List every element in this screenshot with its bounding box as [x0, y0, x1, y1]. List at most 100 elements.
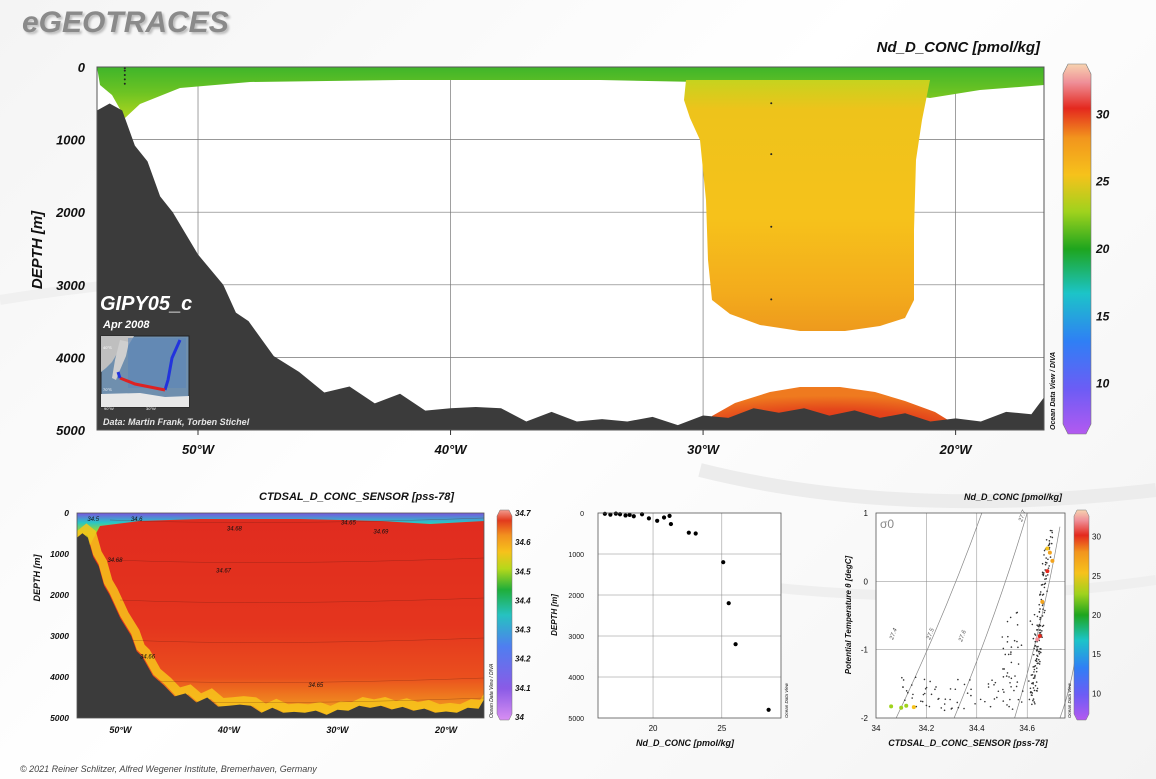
ts-background-point: [1036, 662, 1039, 665]
ts-background-point: [1047, 567, 1050, 569]
main-x-ticks: 50°W 40°W 30°W 20°W: [182, 430, 973, 457]
sal-colorbar-tick-label: 34.7: [515, 509, 531, 518]
sal-colorbar-tick-label: 34.2: [515, 655, 531, 664]
prof-data-point: [602, 511, 607, 516]
ts-background-point: [1013, 689, 1015, 692]
ts-background-point: [1010, 646, 1013, 648]
ts-background-point: [1049, 535, 1052, 538]
ts-background-point: [1042, 593, 1045, 596]
ts-background-point: [1047, 544, 1050, 547]
main-x-tick-label: 50°W: [182, 442, 216, 457]
station-sample-dot: [123, 67, 126, 70]
prof-data-point: [655, 518, 660, 523]
sal-x-tick-label: 50°W: [109, 725, 133, 735]
ts-background-point: [1045, 557, 1047, 559]
main-y-tick-label: 5000: [56, 423, 86, 438]
ts-background-point: [929, 680, 931, 683]
prof-gridlines: [598, 513, 781, 718]
ts-background-point: [963, 683, 966, 686]
ts-background-point: [911, 697, 913, 699]
ts-x-tick-label: 34.6: [1019, 724, 1035, 733]
prof-data-point: [686, 530, 691, 535]
prof-x-tick-label: 20: [649, 724, 658, 733]
ts-background-point: [1010, 651, 1012, 653]
ts-background-point: [1038, 658, 1040, 661]
ts-background-point: [1038, 625, 1040, 627]
ts-colored-point: [1045, 569, 1050, 574]
ts-background-point: [1036, 687, 1039, 690]
ts-background-point: [1041, 615, 1044, 617]
ts-background-point: [1015, 685, 1018, 688]
ts-background-point: [1039, 591, 1042, 593]
ts-colored-point: [899, 705, 904, 710]
prof-data-point: [661, 515, 667, 520]
brand-logo: eGEOTRACES: [22, 6, 229, 39]
ts-background-point: [1039, 660, 1041, 663]
sal-isoline: [114, 557, 484, 563]
ts-y-tick-label: -1: [861, 646, 869, 655]
ts-background-point: [1004, 653, 1007, 656]
main-colorbar: [1062, 63, 1092, 435]
ts-background-point: [987, 686, 990, 688]
ts-background-point: [1006, 704, 1008, 706]
sal-x-tick-label: 40°W: [217, 725, 242, 735]
ts-background-point: [944, 698, 947, 700]
ts-background-point: [1046, 590, 1048, 592]
ts-background-point: [925, 704, 928, 707]
ts-background-point: [1035, 667, 1038, 669]
ts-background-point: [1039, 629, 1041, 632]
ts-background-point: [1044, 561, 1047, 564]
prof-x-axis-label: Nd_D_CONC [pmol/kg]: [636, 738, 735, 748]
ts-background-point: [1042, 574, 1045, 577]
ts-background-point: [901, 676, 903, 679]
main-colorbar-ticks: 10 15 20 25 30: [1095, 107, 1110, 390]
sal-contour-label: 34.65: [341, 520, 357, 526]
ts-background-point: [1031, 623, 1034, 626]
ts-background-point: [1034, 645, 1036, 647]
prof-y-tick-label: 1000: [568, 552, 584, 559]
ts-background-point: [1034, 664, 1037, 667]
prof-data-point: [721, 560, 726, 565]
sal-colorbar-ticks: 34 34.1 34.2 34.3 34.4 34.5 34.6 34.7: [515, 509, 531, 722]
ts-background-point: [904, 699, 906, 702]
ts-background-point: [914, 676, 917, 679]
sal-odv-label: Ocean Data View / DIVA: [489, 663, 495, 718]
ts-background-point: [1034, 659, 1037, 662]
ts-background-point: [1031, 682, 1033, 685]
main-y-axis-label: DEPTH [m]: [29, 210, 46, 289]
inset-map: 40°S 70°S 90°W 30°W: [100, 335, 190, 411]
ts-background-point: [1039, 616, 1041, 619]
ts-isopycnal-label: 27.4: [889, 627, 899, 642]
ts-background-point: [943, 709, 946, 712]
ts-background-point: [1051, 529, 1053, 532]
ts-background-point: [1033, 671, 1035, 673]
ts-sigma-label: σ0: [880, 517, 894, 531]
sal-x-tick-label: 20°W: [434, 725, 459, 735]
ts-background-point: [1035, 681, 1038, 683]
sal-contour-label: 34.66: [140, 655, 156, 661]
ts-background-point: [950, 708, 953, 710]
sal-plot-frame: [76, 512, 485, 719]
station-markers: [123, 67, 773, 301]
ts-background-point: [1010, 661, 1013, 664]
ts-background-point: [974, 703, 976, 705]
ts-background-point: [954, 688, 957, 691]
sal-contour-label: 34.5: [87, 517, 99, 523]
land-bathymetry: [97, 103, 1044, 430]
sal-isoline: [124, 637, 484, 643]
prof-y-tick-label: 0: [580, 511, 584, 518]
prof-x-ticks: 20 25: [649, 724, 727, 733]
ts-background-point: [1036, 648, 1038, 650]
prof-data-point: [623, 513, 628, 518]
ts-background-point: [1043, 611, 1046, 614]
ts-background-point: [1007, 635, 1009, 638]
prof-data-point: [627, 512, 632, 517]
ts-background-point: [920, 700, 922, 702]
ts-background-point: [1031, 692, 1034, 694]
main-colorbar-tick-label: 10: [1096, 377, 1110, 391]
ts-background-point: [1039, 631, 1042, 634]
ts-background-point: [1033, 665, 1036, 668]
ts-background-point: [1005, 675, 1008, 677]
ts-colorbar-tick-label: 10: [1092, 689, 1101, 698]
